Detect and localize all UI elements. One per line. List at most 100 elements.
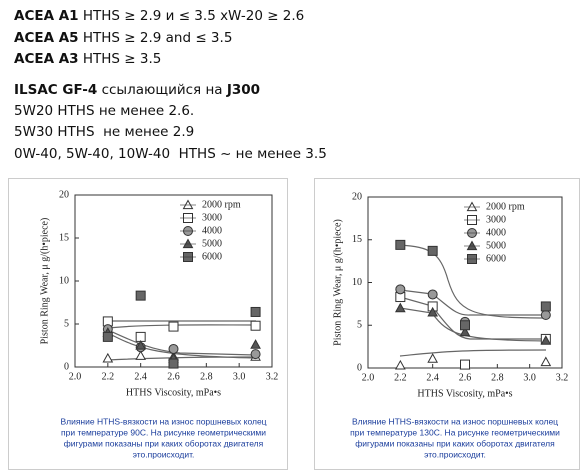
x-tick-label: 2.8 bbox=[200, 371, 213, 382]
y-tick-label: 10 bbox=[352, 277, 362, 288]
x-tick-label: 3.2 bbox=[556, 372, 569, 383]
text-line: 5W20 HTHS не менее 2.6. bbox=[14, 103, 194, 119]
marker bbox=[460, 359, 470, 370]
marker bbox=[427, 306, 439, 317]
text-line: ACEA A1 HTHS ≥ 2.9 и ≤ 3.5 xW-20 ≥ 2.6 bbox=[14, 8, 304, 24]
marker bbox=[459, 326, 471, 337]
y-tick-label: 15 bbox=[59, 232, 69, 243]
legend-label: 2000 rpm bbox=[486, 201, 525, 212]
caption-line: это.происходит. bbox=[424, 449, 486, 459]
legend-label: 6000 bbox=[202, 251, 222, 262]
bold: ACEA A3 bbox=[14, 51, 79, 67]
figure: 0 5 10 15 20 2.0 2.2 2.4 2.6 2.8 3.0 3.2 HTHS Viscos… bbox=[8, 178, 288, 470]
marker bbox=[168, 321, 179, 332]
marker bbox=[135, 350, 147, 360]
caption-line: при температуре 130С. На рисунке геометр… bbox=[350, 427, 560, 437]
x-tick-label: 2.8 bbox=[491, 372, 504, 383]
legend-marker bbox=[466, 201, 478, 212]
text: 0W-40, 5W-40, 10W-40 HTHS ~ не менее 3.5 bbox=[14, 146, 327, 162]
legend-label: 4000 bbox=[486, 227, 506, 238]
legend-label: 5000 bbox=[202, 238, 222, 249]
marker bbox=[102, 352, 114, 363]
y-axis-label: Piston Ring Wear, μ g/(h•piece) bbox=[39, 218, 50, 345]
marker bbox=[102, 331, 113, 342]
caption-line: это.происходит. bbox=[133, 449, 195, 459]
figure-frame bbox=[8, 178, 288, 470]
x-tick-label: 3.2 bbox=[266, 371, 279, 382]
marker bbox=[540, 356, 552, 367]
text: 5W30 HTHS не менее 2.9 bbox=[14, 124, 195, 140]
caption-line: фигурами показаны при каких оборотах дви… bbox=[64, 438, 264, 448]
marker bbox=[540, 309, 551, 320]
x-tick-label: 2.6 bbox=[459, 372, 472, 383]
marker bbox=[250, 349, 261, 360]
legend-label: 3000 bbox=[486, 214, 506, 225]
legend-marker bbox=[182, 238, 194, 249]
caption-line: фигурами показаны при каких оборотах дви… bbox=[355, 438, 555, 448]
marker bbox=[168, 343, 179, 354]
caption-line: Влияние HTHS-вязкости на износ поршневых… bbox=[352, 416, 558, 426]
x-axis-label: HTHS Viscosity, mPa•s bbox=[417, 388, 512, 399]
x-tick-label: 3.0 bbox=[523, 372, 536, 383]
marker bbox=[540, 335, 552, 345]
y-tick-label: 15 bbox=[352, 234, 362, 245]
legend-label: 4000 bbox=[202, 225, 222, 236]
marker bbox=[250, 320, 261, 331]
marker bbox=[540, 301, 551, 312]
text: HTHS ≥ 3.5 bbox=[78, 51, 162, 67]
y-tick-label: 0 bbox=[64, 361, 69, 372]
y-tick-label: 10 bbox=[59, 275, 69, 286]
marker bbox=[427, 245, 438, 256]
marker bbox=[460, 320, 470, 331]
figure: 0 5 10 15 20 2.0 2.2 2.4 2.6 2.8 3.0 3.2 HTHS Viscos… bbox=[314, 178, 580, 470]
fit-curves bbox=[107, 320, 257, 361]
legend-label: 3000 bbox=[202, 212, 222, 223]
y-tick-label: 20 bbox=[59, 189, 69, 200]
bold: J300 bbox=[226, 82, 261, 98]
legend-marker bbox=[182, 199, 194, 210]
text: ссылающийся на bbox=[97, 82, 227, 98]
x-tick-label: 2.4 bbox=[134, 371, 147, 382]
y-tick-label: 0 bbox=[357, 362, 362, 373]
legend-marker bbox=[466, 240, 478, 251]
text-line: 5W30 HTHS не менее 2.9 bbox=[14, 124, 194, 140]
marker bbox=[168, 358, 179, 369]
bold: ILSAC GF-4 bbox=[14, 82, 98, 98]
legend-label: 2000 rpm bbox=[202, 199, 241, 210]
y-tick-label: 20 bbox=[352, 191, 362, 202]
text: HTHS ≥ 2.9 и ≤ 3.5 xW-20 ≥ 2.6 bbox=[78, 8, 305, 24]
text-line: ILSAC GF-4 ссылающийся на J300 bbox=[14, 82, 260, 98]
text: HTHS ≥ 2.9 and ≤ 3.5 bbox=[78, 30, 233, 46]
y-axis-label: Piston Ring Wear, μ g/(h•piece) bbox=[332, 219, 343, 346]
legend-label: 5000 bbox=[486, 240, 506, 251]
text: 5W20 HTHS не менее 2.6. bbox=[14, 103, 195, 119]
marker bbox=[135, 339, 147, 350]
x-tick-label: 2.0 bbox=[69, 371, 82, 382]
x-tick-label: 2.4 bbox=[426, 372, 439, 383]
caption-line: Влияние HTHS-вязкости на износ поршневых… bbox=[60, 416, 266, 426]
x-tick-label: 3.0 bbox=[233, 371, 246, 382]
x-tick-label: 2.2 bbox=[394, 372, 407, 383]
y-tick-label: 5 bbox=[64, 318, 69, 329]
y-tick-label: 5 bbox=[357, 320, 362, 331]
bold: ACEA A5 bbox=[14, 30, 79, 46]
text-line: ACEA A5 HTHS ≥ 2.9 and ≤ 3.5 bbox=[14, 30, 232, 46]
legend-label: 6000 bbox=[486, 253, 506, 264]
marker bbox=[394, 359, 406, 370]
text-line: ACEA A3 HTHS ≥ 3.5 bbox=[14, 51, 161, 67]
text-line: 0W-40, 5W-40, 10W-40 HTHS ~ не менее 3.5 bbox=[14, 146, 327, 162]
bold: ACEA A1 bbox=[14, 8, 79, 24]
x-tick-label: 2.6 bbox=[167, 371, 180, 382]
marker bbox=[395, 284, 406, 295]
caption-line: при температуре 90С. На рисунке геометри… bbox=[61, 427, 266, 437]
marker bbox=[427, 289, 438, 300]
x-tick-label: 2.0 bbox=[362, 372, 375, 383]
marker bbox=[394, 302, 406, 313]
x-tick-label: 2.2 bbox=[102, 371, 115, 382]
marker bbox=[395, 239, 406, 250]
marker bbox=[427, 353, 439, 363]
marker bbox=[250, 339, 261, 349]
marker bbox=[250, 306, 261, 317]
marker bbox=[135, 290, 146, 301]
